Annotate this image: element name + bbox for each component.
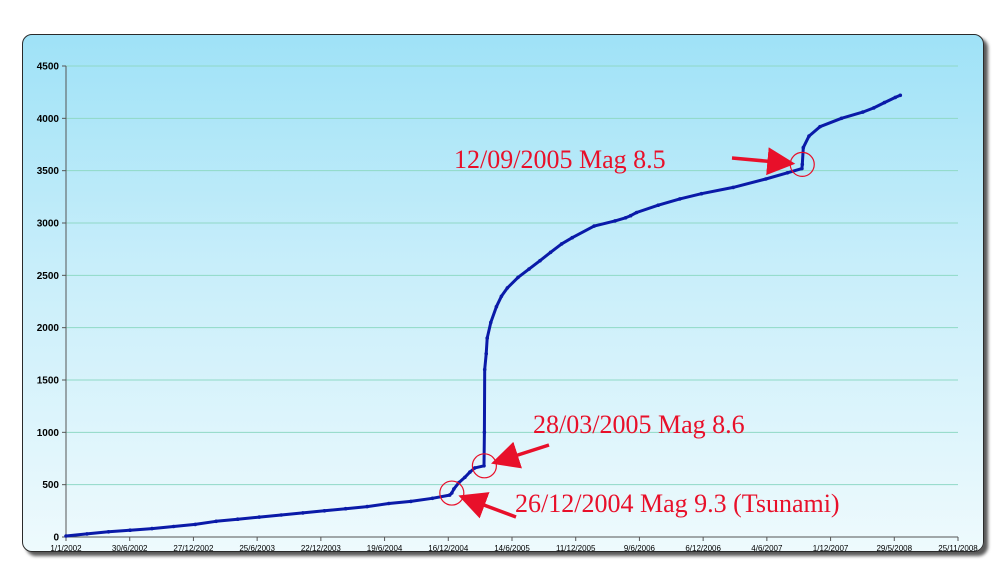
series-line-group	[64, 93, 903, 538]
data-point	[613, 219, 617, 223]
data-point	[785, 171, 790, 175]
x-tick-label: 19/6/2004	[367, 544, 403, 553]
x-tick-label: 9/6/2006	[624, 544, 656, 553]
annotation-arrow	[491, 441, 550, 469]
data-point	[128, 528, 132, 532]
data-point	[592, 224, 596, 228]
data-point	[807, 134, 811, 138]
data-point	[482, 464, 486, 468]
data-point	[171, 524, 176, 529]
data-point	[764, 177, 768, 181]
data-point	[235, 517, 240, 521]
data-point	[699, 191, 704, 196]
data-point	[499, 294, 504, 299]
annotation-arrow	[458, 492, 517, 519]
y-tick-label: 1500	[37, 376, 60, 387]
x-tick-label: 6/12/2006	[685, 544, 721, 553]
data-point	[468, 470, 472, 474]
data-point	[538, 258, 542, 263]
data-point	[430, 496, 435, 501]
y-tick-label: 2500	[37, 271, 60, 282]
gridlines	[66, 65, 958, 486]
x-tick-label: 1/1/2002	[50, 544, 82, 553]
data-point	[64, 534, 68, 538]
data-point	[484, 352, 489, 356]
data-point	[322, 509, 327, 513]
data-point	[387, 501, 391, 506]
data-point	[623, 216, 628, 220]
data-point	[489, 320, 493, 325]
data-point	[839, 116, 844, 121]
data-point	[678, 197, 682, 201]
data-point	[861, 110, 865, 114]
data-point	[800, 166, 804, 171]
data-point	[731, 185, 735, 190]
data-point	[505, 286, 510, 290]
data-point	[214, 519, 218, 524]
data-point	[548, 250, 553, 255]
data-point	[463, 475, 467, 480]
data-point	[365, 504, 370, 509]
data-point	[482, 430, 487, 435]
data-point	[818, 124, 822, 129]
data-point	[450, 491, 454, 495]
x-tick-label: 25/6/2003	[239, 544, 275, 553]
data-point	[482, 367, 487, 372]
data-point	[494, 304, 499, 309]
data-point	[257, 515, 262, 519]
x-tick-label: 11/12/2005	[556, 544, 596, 553]
data-point	[656, 203, 660, 207]
annotation-label: 12/09/2005 Mag 8.5	[454, 145, 666, 174]
data-point	[527, 267, 531, 271]
data-point	[106, 530, 111, 534]
x-tick-labels: 1/1/2002 30/6/2002 27/12/2002 25/6/2003 22/1…	[50, 537, 978, 553]
data-point	[409, 499, 413, 504]
annotation-arrow	[731, 147, 796, 176]
data-point	[801, 145, 806, 150]
annotation-label: 26/12/2004 Mag 9.3 (Tsunami)	[515, 489, 840, 518]
annotations: 12/09/2005 Mag 8.5 28/03/2005 Mag 8.6 26/1…	[439, 145, 840, 519]
y-tick-labels: 0 500 1000 1500 2000 2500 3000 3500 4000 4500	[37, 62, 66, 544]
data-point	[628, 213, 633, 218]
axes	[65, 66, 958, 538]
y-tick-label: 3000	[37, 219, 60, 230]
x-tick-label: 16/12/2004	[428, 544, 469, 553]
data-point	[485, 336, 490, 340]
x-tick-label: 1/12/2007	[813, 544, 849, 553]
data-point	[452, 487, 456, 491]
data-point	[898, 93, 903, 98]
x-tick-label: 14/6/2005	[494, 544, 530, 553]
data-point	[634, 210, 639, 215]
data-point	[516, 275, 520, 280]
x-tick-label: 4/6/2007	[751, 544, 783, 553]
y-tick-label: 3500	[37, 166, 60, 177]
data-point	[193, 522, 197, 527]
data-point	[882, 100, 887, 105]
data-point	[893, 95, 898, 100]
data-point	[343, 506, 348, 511]
x-tick-label: 22/12/2003	[301, 544, 342, 553]
y-tick-label: 0	[53, 533, 59, 544]
data-point	[559, 242, 564, 246]
x-tick-label: 29/5/2008	[876, 544, 912, 553]
y-tick-label: 500	[42, 480, 59, 491]
data-point	[473, 466, 477, 470]
x-tick-label: 27/12/2002	[173, 544, 214, 553]
data-point	[800, 162, 805, 167]
y-tick-label: 4500	[37, 62, 60, 73]
x-tick-label: 30/6/2002	[112, 544, 148, 553]
data-point	[85, 532, 89, 536]
data-point	[279, 513, 284, 517]
data-point	[301, 511, 305, 515]
annotation-label: 28/03/2005 Mag 8.6	[533, 410, 745, 439]
y-tick-label: 2000	[37, 323, 60, 334]
y-tick-label: 4000	[37, 114, 60, 125]
series-line	[65, 93, 901, 538]
data-point	[872, 106, 876, 110]
data-point	[150, 526, 154, 531]
data-point	[570, 235, 574, 240]
y-tick-label: 1000	[37, 428, 60, 439]
x-tick-label: 25/11/2008	[938, 544, 978, 553]
